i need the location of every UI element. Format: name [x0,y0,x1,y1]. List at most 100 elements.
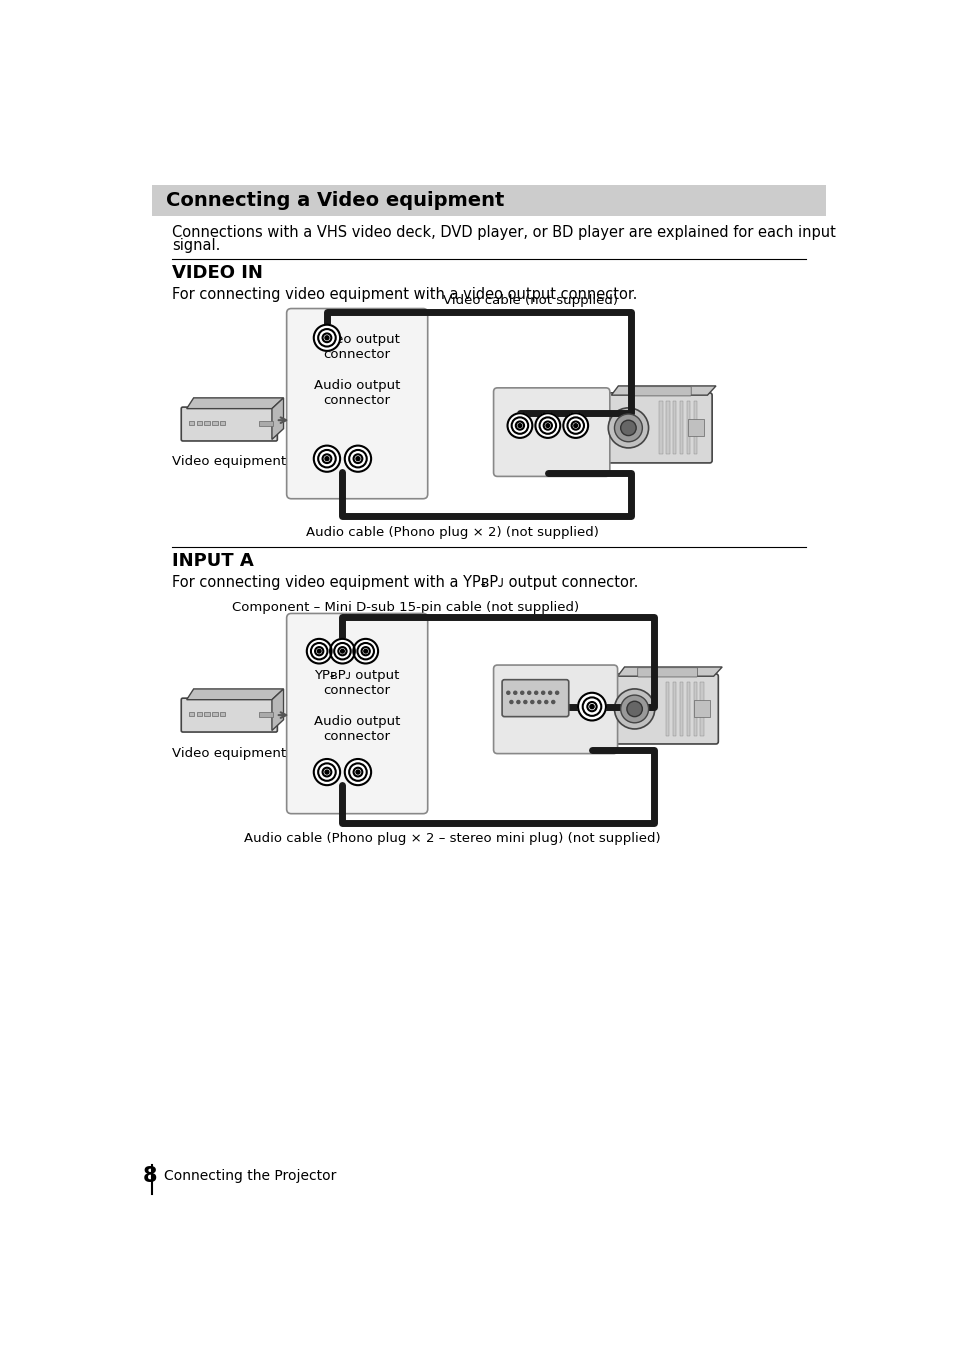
Circle shape [509,700,513,703]
Circle shape [357,644,374,660]
Text: LINE(M): LINE(M) [533,442,562,452]
Circle shape [322,334,331,342]
Bar [679,402,682,454]
Circle shape [322,454,331,462]
Bar [204,420,210,425]
Bar [686,683,689,735]
Circle shape [349,764,366,781]
Circle shape [513,691,517,695]
Text: AUDIO: AUDIO [578,719,605,727]
Text: 8: 8 [142,1165,157,1186]
Circle shape [541,691,544,695]
Circle shape [608,408,648,448]
Bar [700,683,703,735]
Circle shape [567,418,583,434]
FancyBboxPatch shape [152,185,825,216]
Circle shape [353,639,377,664]
Text: Video equipment: Video equipment [172,454,286,468]
Circle shape [589,704,594,708]
FancyBboxPatch shape [612,673,718,744]
Circle shape [511,418,528,434]
Text: RGB/Y  PbPr: RGB/Y PbPr [510,719,560,727]
Circle shape [548,691,551,695]
Circle shape [620,420,636,435]
Circle shape [516,422,523,430]
Text: AUDIO R: AUDIO R [558,442,592,452]
Bar [220,420,225,425]
Text: Connections with a VHS video deck, DVD player, or BD player are explained for ea: Connections with a VHS video deck, DVD p… [172,226,835,241]
Circle shape [537,700,540,703]
Bar [258,420,273,426]
Text: INPUT A: INPUT A [517,726,553,735]
Text: For connecting video equipment with a YPᴃPᴊ output connector.: For connecting video equipment with a YP… [172,575,638,589]
Text: VIDEO: VIDEO [507,442,532,452]
Circle shape [527,691,530,695]
FancyBboxPatch shape [286,308,427,499]
Circle shape [349,450,366,468]
Bar [659,402,661,454]
Polygon shape [272,397,283,439]
Circle shape [344,758,371,786]
Circle shape [562,414,587,438]
Circle shape [322,768,331,776]
Bar [665,683,668,735]
Circle shape [506,691,509,695]
Circle shape [517,700,519,703]
Polygon shape [272,690,283,730]
Text: INPUT A: INPUT A [172,552,253,569]
Circle shape [354,454,362,462]
Circle shape [582,698,600,715]
Bar [258,713,273,717]
Circle shape [530,700,534,703]
Circle shape [355,771,359,775]
Text: signal.: signal. [172,238,220,253]
Circle shape [574,423,577,427]
Circle shape [543,422,552,430]
Circle shape [363,649,367,653]
Polygon shape [611,385,716,395]
Circle shape [307,639,332,664]
Circle shape [517,423,521,427]
Circle shape [317,649,321,653]
Text: Audio cable (Phono plug × 2) (not supplied): Audio cable (Phono plug × 2) (not suppli… [306,526,598,539]
Bar [204,713,210,715]
Circle shape [578,692,605,721]
Text: Connecting a Video equipment: Connecting a Video equipment [166,191,503,211]
Circle shape [318,329,335,346]
FancyBboxPatch shape [606,393,711,462]
Circle shape [314,324,340,352]
Polygon shape [187,397,283,408]
Circle shape [344,446,371,472]
Text: VIDEO: VIDEO [536,449,559,458]
FancyBboxPatch shape [631,387,691,396]
Bar [672,683,675,735]
Bar [694,402,697,454]
Circle shape [539,418,556,434]
Circle shape [318,764,335,781]
Circle shape [314,446,340,472]
FancyBboxPatch shape [493,665,617,753]
Circle shape [340,649,344,653]
Circle shape [325,335,329,339]
Circle shape [523,700,526,703]
Text: Audio cable (Phono plug × 2 – stereo mini plug) (not supplied): Audio cable (Phono plug × 2 – stereo min… [244,831,660,845]
Bar [212,420,217,425]
Circle shape [314,648,323,656]
FancyBboxPatch shape [181,698,277,731]
Circle shape [551,700,555,703]
Circle shape [614,690,654,729]
Bar [189,420,194,425]
Circle shape [534,691,537,695]
Bar [666,402,669,454]
Text: Audio output
connector: Audio output connector [314,715,400,744]
Bar [687,419,703,435]
Text: VIDEO IN: VIDEO IN [172,264,262,281]
Circle shape [334,644,351,660]
Circle shape [325,771,329,775]
Text: YPᴃPᴊ output
connector: YPᴃPᴊ output connector [314,669,399,696]
Circle shape [338,648,346,656]
Circle shape [571,422,579,430]
Bar [196,420,202,425]
Circle shape [545,423,549,427]
Circle shape [520,691,523,695]
